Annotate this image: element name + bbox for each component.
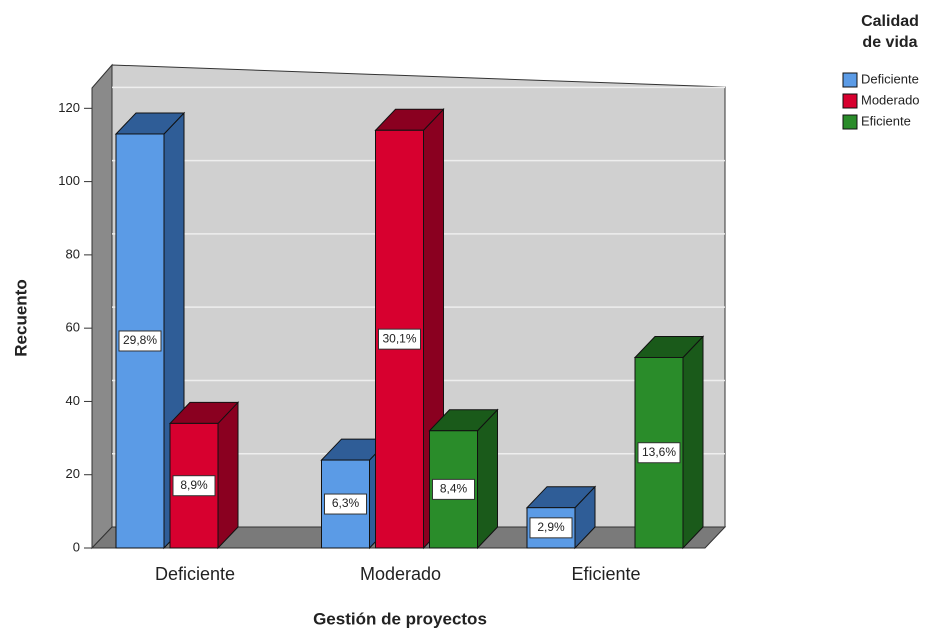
percent-label: 30,1% <box>382 331 416 345</box>
percent-label: 2,9% <box>537 520 565 534</box>
legend-title: de vida <box>862 34 917 51</box>
legend-label: Deficiente <box>861 71 919 86</box>
percent-label: 6,3% <box>332 496 360 510</box>
label-box <box>172 475 216 497</box>
bar-side <box>477 408 498 550</box>
legend-swatch <box>842 114 858 130</box>
y-tick-label: 40 <box>66 393 80 408</box>
side-wall <box>91 63 113 550</box>
label-box <box>378 328 421 350</box>
y-tick-label: 0 <box>73 539 80 554</box>
y-tick-label: 120 <box>58 100 80 115</box>
legend-title: Calidad <box>861 13 919 30</box>
y-tick-label: 100 <box>58 173 80 188</box>
x-axis-title: Gestión de proyectos <box>313 609 487 628</box>
bar-side <box>217 401 239 550</box>
legend-swatch <box>842 93 858 109</box>
percent-label: 29,8% <box>123 333 157 347</box>
label-box <box>118 330 162 352</box>
x-tick-label: Deficiente <box>155 564 235 584</box>
percent-label: 8,9% <box>180 478 208 492</box>
y-tick-label: 20 <box>66 466 80 481</box>
x-tick-label: Eficiente <box>571 564 640 584</box>
legend-label: Eficiente <box>861 113 911 128</box>
legend-swatch <box>842 72 858 88</box>
label-box <box>432 478 475 500</box>
label-box <box>637 442 681 464</box>
label-box <box>529 517 573 539</box>
bar-side <box>682 335 704 550</box>
y-tick-label: 80 <box>66 246 80 261</box>
legend-label: Moderado <box>861 92 920 107</box>
label-box <box>324 493 367 515</box>
y-tick-label: 60 <box>66 320 80 335</box>
percent-label: 8,4% <box>440 482 468 496</box>
y-axis-title: Recuento <box>11 279 30 356</box>
percent-label: 13,6% <box>642 445 676 459</box>
x-tick-label: Moderado <box>360 564 441 584</box>
